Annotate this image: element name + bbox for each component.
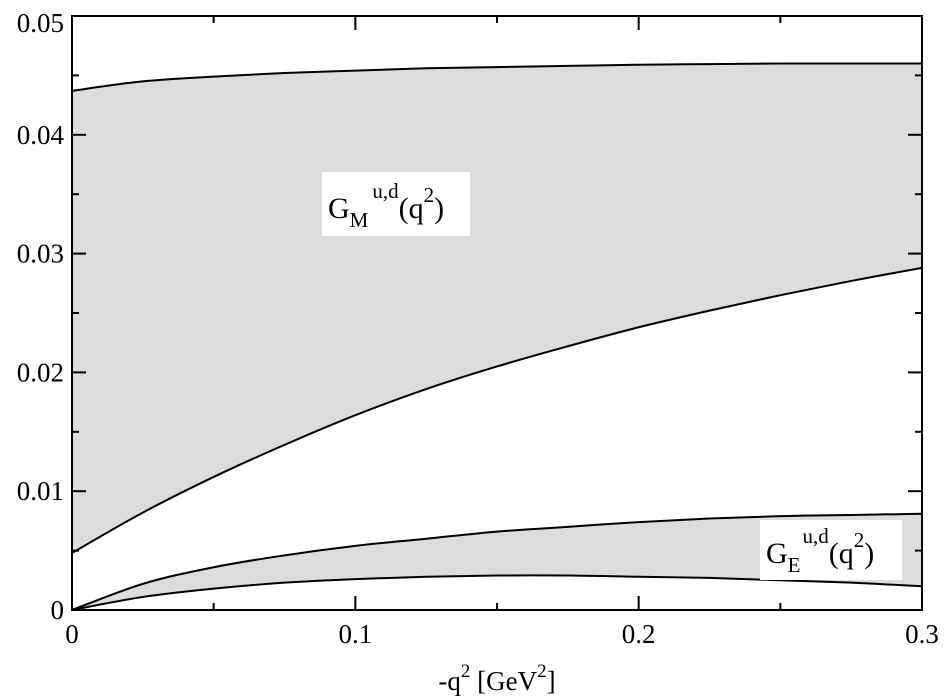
- x-tick-label: 0.2: [622, 619, 656, 649]
- x-tick-label: 0.3: [905, 619, 939, 649]
- gm-label-sub: M: [350, 208, 369, 232]
- y-tick-label: 0.02: [17, 357, 64, 387]
- y-tick-label: 0: [51, 595, 65, 625]
- ge-label-sup: u,d: [803, 524, 830, 548]
- gm-label-arg-open: (q: [399, 192, 424, 225]
- gm-label-arg-close: ): [434, 192, 444, 225]
- ge-lower-line: [71, 574, 923, 611]
- ge-label-sub: E: [788, 553, 801, 577]
- gm-lower-line: [71, 266, 923, 554]
- ticks: [71, 15, 923, 611]
- x-axis-title: -q2 [GeV2]: [438, 661, 555, 696]
- gm-label-sup: u,d: [372, 179, 399, 203]
- y-tick-label: 0.04: [17, 120, 65, 150]
- x-axis-title-units-close: ]: [547, 666, 556, 696]
- x-axis-title-units-sup: 2: [537, 661, 547, 682]
- ge-label: GEu,d(q2): [760, 520, 902, 580]
- y-tick-label: 0.03: [17, 239, 64, 269]
- gm-band-fill: [72, 63, 922, 553]
- gm-upper-line: [71, 62, 922, 92]
- ge-label-arg-sup: 2: [854, 528, 865, 552]
- ge-label-arg-close: ): [864, 537, 874, 570]
- ge-label-background: [760, 520, 902, 580]
- gm-label-text: GMu,d(q2): [328, 179, 444, 232]
- x-axis-title-sup: 2: [461, 661, 471, 682]
- gm-label-arg-sup: 2: [424, 183, 435, 207]
- gm-label: GMu,d(q2): [322, 172, 470, 236]
- tick-labels: 0 0.1 0.2 0.3 0 0.01 0.02 0.03 0.04 0.05: [17, 8, 939, 649]
- gm-label-main: G: [328, 192, 350, 225]
- ge-band-fill: [72, 513, 922, 610]
- x-tick-label: 0: [65, 619, 79, 649]
- y-tick-label: 0.01: [17, 476, 64, 506]
- x-axis-title-units-open: [GeV: [470, 666, 537, 696]
- y-tick-label: 0.05: [17, 8, 64, 38]
- ge-upper-line: [71, 512, 923, 611]
- x-axis-title-main: -q: [438, 666, 461, 696]
- ge-label-main: G: [766, 537, 788, 570]
- gm-label-background: [322, 172, 470, 236]
- x-tick-label: 0.1: [338, 619, 372, 649]
- bands: [71, 62, 923, 611]
- ge-label-arg-open: (q: [829, 537, 854, 570]
- ge-label-text: GEu,d(q2): [766, 524, 874, 577]
